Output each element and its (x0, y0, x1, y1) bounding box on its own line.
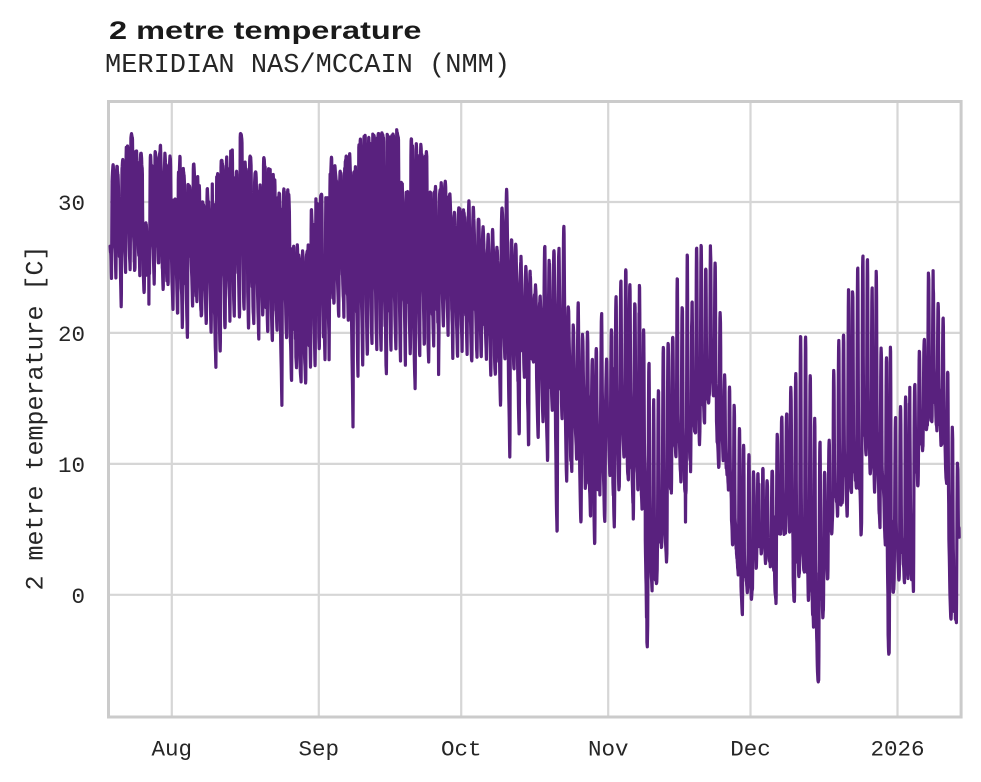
svg-text:Nov: Nov (588, 737, 629, 763)
svg-text:2026: 2026 (870, 737, 924, 763)
svg-text:10: 10 (58, 453, 85, 479)
svg-text:30: 30 (58, 191, 85, 217)
svg-text:Oct: Oct (441, 737, 482, 763)
svg-text:Sep: Sep (299, 737, 340, 763)
svg-text:Aug: Aug (152, 737, 193, 763)
svg-text:0: 0 (71, 584, 85, 610)
svg-text:Dec: Dec (730, 737, 771, 763)
svg-text:20: 20 (58, 322, 85, 348)
svg-text:2 metre temperature [C]: 2 metre temperature [C] (22, 245, 51, 590)
